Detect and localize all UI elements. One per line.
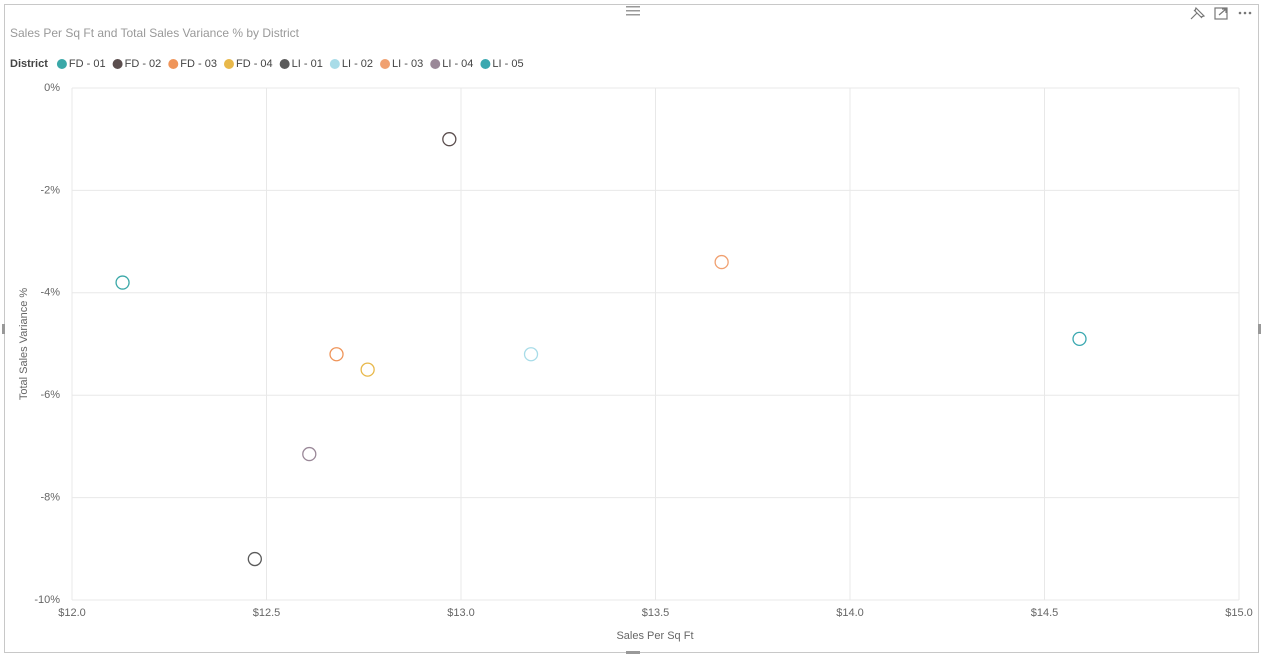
x-tick-label: $12.0 — [58, 607, 86, 619]
resize-handles — [2, 6, 1261, 654]
legend-swatch — [279, 59, 290, 69]
legend-label: FD - 04 — [236, 58, 273, 70]
legend-swatch — [480, 59, 491, 69]
y-axis-title: Total Sales Variance % — [18, 288, 30, 401]
scatter-point — [523, 347, 539, 362]
x-tick-label: $12.5 — [253, 607, 281, 619]
legend-swatch — [329, 59, 340, 69]
scatter-point — [247, 551, 262, 567]
legend-label: LI - 04 — [442, 58, 473, 70]
x-tick-label: $13.0 — [447, 607, 475, 619]
legend-label: FD - 02 — [125, 58, 162, 70]
more-options[interactable] — [1238, 11, 1252, 15]
grid — [71, 87, 1240, 601]
x-tick-label: $15.0 — [1225, 607, 1253, 619]
legend-label: FD - 01 — [69, 58, 106, 70]
chart-title: Sales Per Sq Ft and Total Sales Variance… — [10, 26, 300, 40]
scatter-point — [115, 275, 130, 290]
visual-frame — [4, 4, 1259, 653]
y-tick-label: -8% — [40, 492, 60, 504]
scatter-point — [714, 254, 729, 270]
legend-swatch — [223, 59, 234, 69]
legend-swatch — [430, 59, 441, 69]
legend-swatch — [56, 59, 67, 69]
scatter-point — [1072, 331, 1087, 347]
scatter-point — [360, 362, 375, 377]
x-axis-title: Sales Per Sq Ft — [616, 630, 693, 642]
legend-label: LI - 05 — [492, 58, 523, 70]
legend-label: LI - 01 — [292, 58, 323, 70]
y-tick-label: -6% — [40, 389, 60, 401]
legend-swatch — [112, 59, 123, 69]
x-tick-label: $14.0 — [836, 607, 864, 619]
y-tick-label: -10% — [34, 594, 60, 606]
y-tick-label: -2% — [40, 184, 60, 196]
legend-swatch — [168, 59, 179, 69]
legend-label: LI - 02 — [342, 58, 373, 70]
y-tick-label: -4% — [40, 287, 60, 299]
legend-label: LI - 03 — [392, 58, 423, 70]
x-tick-label: $13.5 — [642, 607, 670, 619]
scatter-point — [442, 132, 457, 147]
focus-icon[interactable] — [1214, 7, 1228, 20]
y-tick-label: 0% — [44, 82, 60, 94]
legend-label: FD - 03 — [180, 58, 217, 70]
scatter-point — [329, 347, 344, 362]
legend-title: District — [10, 58, 48, 70]
scatter-point — [302, 446, 317, 462]
pin-icon[interactable] — [1190, 6, 1206, 20]
x-tick-label: $14.5 — [1031, 607, 1059, 619]
legend-swatch — [380, 59, 391, 69]
